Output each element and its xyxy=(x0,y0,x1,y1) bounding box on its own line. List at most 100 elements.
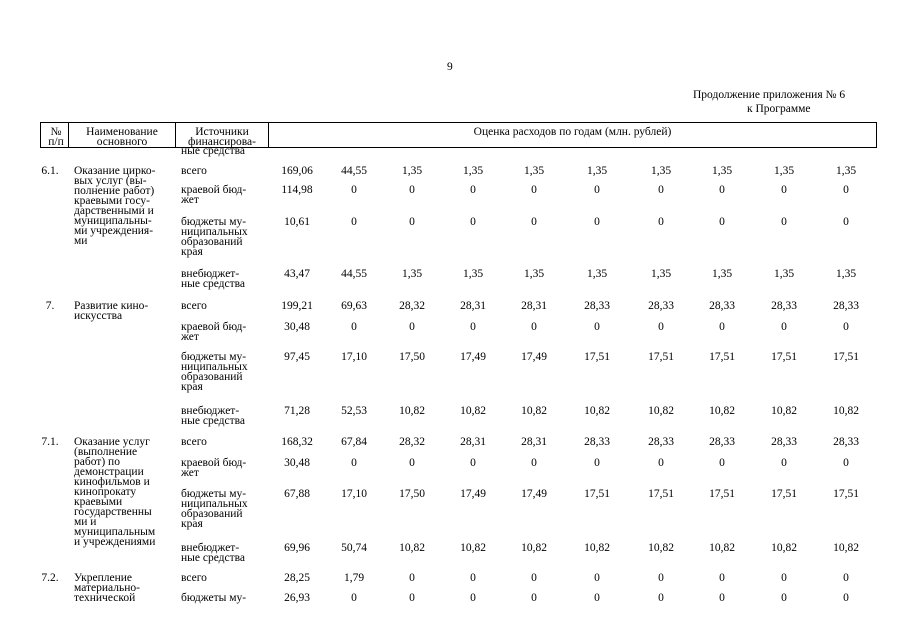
cell-value: 1,35 xyxy=(523,268,545,280)
cell-value: 1,35 xyxy=(586,268,608,280)
table-body: ные средства 6.1. Оказание цирко-вых услу… xyxy=(0,148,905,615)
cell-value: 0 xyxy=(658,592,664,604)
row-number: 7.1. xyxy=(41,436,59,448)
cell-value: 1,35 xyxy=(773,165,795,177)
name-line: краевыми xyxy=(74,496,123,508)
cell-value: 0 xyxy=(470,457,476,469)
cell-value: 28,33 xyxy=(833,436,859,448)
cell-value: 50,74 xyxy=(341,542,367,554)
cell-value: 28,31 xyxy=(521,300,547,312)
name-line: работ) по xyxy=(74,456,120,468)
name-line: кинофильмов и xyxy=(74,476,150,488)
cell-value: 10,82 xyxy=(709,542,735,554)
source-line: ниципальных xyxy=(181,226,248,238)
divider xyxy=(268,122,269,148)
cell-value: 1,35 xyxy=(586,165,608,177)
name-line: краевыми госу- xyxy=(74,195,151,207)
source-line: внебюджет- xyxy=(181,542,240,554)
cell-value: 28,33 xyxy=(771,300,797,312)
cell-value: 0 xyxy=(843,321,849,333)
name-line: вых услуг (вы- xyxy=(74,175,147,187)
cell-value: 10,82 xyxy=(648,405,674,417)
cell-value: 0 xyxy=(531,321,537,333)
header-box xyxy=(40,122,877,148)
source-line: края xyxy=(181,381,203,393)
cell-value: 28,33 xyxy=(709,436,735,448)
cell-value: 0 xyxy=(781,457,787,469)
cell-value: 1,35 xyxy=(523,165,545,177)
cell-value: 0 xyxy=(781,216,787,228)
source-line: бюджеты му- xyxy=(181,592,247,604)
cell-value: 10,82 xyxy=(709,405,735,417)
cell-value: 28,25 xyxy=(284,572,310,584)
name-line: и учреждениями xyxy=(74,536,156,548)
cell-value: 17,51 xyxy=(648,488,674,500)
source-line: края xyxy=(181,518,203,530)
cell-value: 0 xyxy=(719,321,725,333)
cell-value: 0 xyxy=(781,572,787,584)
line: Наименование xyxy=(86,126,158,138)
cell-value: 0 xyxy=(409,592,415,604)
name-line: ми учреждения- xyxy=(74,225,154,237)
cell-value: 17,51 xyxy=(584,488,610,500)
cell-value: 0 xyxy=(351,592,357,604)
line: п/п xyxy=(48,136,64,147)
cell-value: 0 xyxy=(351,321,357,333)
cell-value: 17,51 xyxy=(771,488,797,500)
cell-value: 10,82 xyxy=(521,405,547,417)
divider xyxy=(68,122,69,148)
name-line: муниципальны- xyxy=(74,215,152,227)
cell-value: 28,32 xyxy=(399,436,425,448)
source-line: всего xyxy=(181,572,207,584)
cell-value: 169,06 xyxy=(281,165,313,177)
cell-value: 0 xyxy=(531,216,537,228)
header-cell: Источники финансирова- xyxy=(176,126,268,147)
cell-value: 10,82 xyxy=(648,542,674,554)
cell-value: 28,33 xyxy=(709,300,735,312)
name-line: Укрепление xyxy=(74,572,132,584)
name-line: ми и xyxy=(74,516,97,528)
cell-value: 1,35 xyxy=(773,268,795,280)
cell-value: 28,31 xyxy=(460,436,486,448)
cell-value: 1,35 xyxy=(650,268,672,280)
cell-value: 17,10 xyxy=(341,351,367,363)
cell-value: 67,88 xyxy=(284,488,310,500)
cell-value: 0 xyxy=(531,457,537,469)
row-number: 6.1. xyxy=(41,165,59,177)
cell-value: 1,35 xyxy=(401,268,423,280)
cell-value: 17,51 xyxy=(709,351,735,363)
source-line: бюджеты му- xyxy=(181,488,247,500)
source-line: бюджеты му- xyxy=(181,351,247,363)
cell-value: 0 xyxy=(658,184,664,196)
cell-value: 28,33 xyxy=(584,436,610,448)
cell-value: 168,32 xyxy=(281,436,313,448)
cell-value: 52,53 xyxy=(341,405,367,417)
cell-value: 69,96 xyxy=(284,542,310,554)
source-line: жет xyxy=(181,467,199,479)
cell-value: 28,32 xyxy=(399,300,425,312)
line: Источники xyxy=(195,126,249,138)
cell-value: 17,51 xyxy=(584,351,610,363)
cell-value: 114,98 xyxy=(281,184,313,196)
source-line: образований xyxy=(181,236,243,248)
cell-value: 67,84 xyxy=(341,436,367,448)
cell-value: 30,48 xyxy=(284,457,310,469)
name-line: Оказание цирко- xyxy=(74,165,156,177)
cell-value: 28,33 xyxy=(648,300,674,312)
cell-value: 1,35 xyxy=(711,268,733,280)
cell-value: 199,21 xyxy=(281,300,313,312)
cell-value: 10,82 xyxy=(521,542,547,554)
cell-value: 17,50 xyxy=(399,488,425,500)
name-line: Развитие кино- xyxy=(74,300,149,312)
cell-value: 0 xyxy=(351,184,357,196)
name-line: (выполнение xyxy=(74,446,138,458)
cell-value: 0 xyxy=(658,457,664,469)
cell-value: 10,61 xyxy=(284,216,310,228)
source-line: краевой бюд- xyxy=(181,457,247,469)
cell-value: 10,82 xyxy=(584,405,610,417)
name-line: технической xyxy=(74,592,136,604)
source-line: жет xyxy=(181,331,199,343)
annex-line: к Программе xyxy=(747,103,811,115)
page-number: 9 xyxy=(447,61,453,73)
